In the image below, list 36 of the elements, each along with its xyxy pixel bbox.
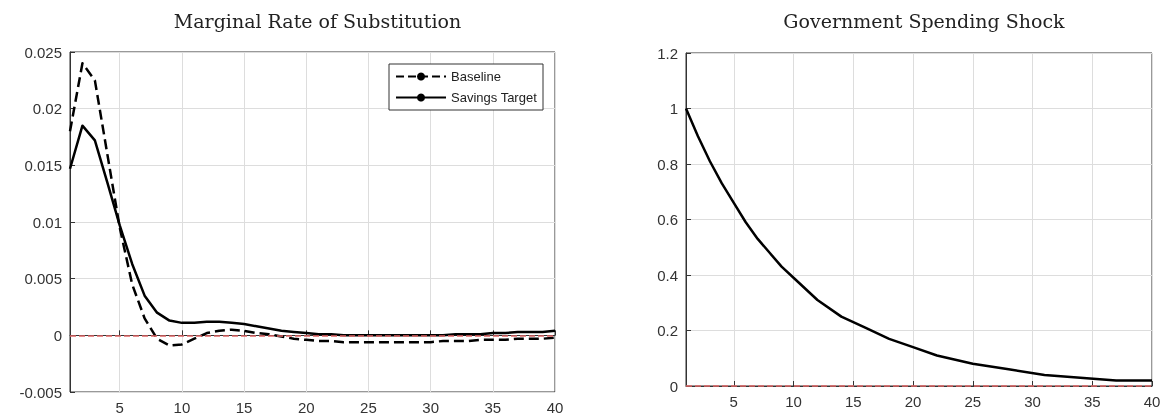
x-tick-label: 35 <box>1083 393 1101 410</box>
line-series <box>68 62 557 347</box>
y-tick-label: 0.8 <box>657 155 678 173</box>
y-tick-label: 0.02 <box>32 100 62 118</box>
x-tick-label: 5 <box>729 393 738 410</box>
x-tick-label: 10 <box>785 393 802 410</box>
x-tick-label: 10 <box>173 399 191 416</box>
x-tick-label: 30 <box>1024 393 1041 410</box>
y-tick-label: 0.01 <box>32 213 62 231</box>
x-tick-label: 15 <box>235 399 253 416</box>
y-tick-label: 0.2 <box>657 322 678 339</box>
legend-label: Baseline <box>451 69 501 84</box>
y-tick-label: 0.005 <box>24 270 62 288</box>
x-tick-label: 40 <box>1143 393 1161 410</box>
y-tick-label: 0.015 <box>24 156 62 174</box>
y-tick-label: 1.2 <box>657 44 678 62</box>
legend-label: Savings Target <box>451 90 538 105</box>
line-series <box>684 107 1154 382</box>
chart-title: Government Spending Shock <box>783 9 1066 32</box>
x-tick-label: 20 <box>297 399 315 416</box>
y-tick-label: 1 <box>669 100 678 117</box>
y-tick-label: 0.6 <box>657 211 678 228</box>
y-tick-label: -0.005 <box>19 383 62 401</box>
x-tick-label: 15 <box>844 393 862 410</box>
y-tick-label: 0.4 <box>657 266 678 284</box>
x-tick-label: 20 <box>904 393 922 410</box>
x-tick-label: 30 <box>422 399 439 416</box>
chart-title: Marginal Rate of Substitution <box>173 9 462 32</box>
x-tick-label: 5 <box>115 399 124 416</box>
y-tick-label: 0 <box>669 377 678 395</box>
y-tick-label: 0.025 <box>24 43 62 61</box>
x-tick-label: 25 <box>964 393 982 410</box>
y-tick-label: 0 <box>53 326 62 344</box>
x-tick-label: 25 <box>360 399 377 416</box>
x-tick-label: 40 <box>546 399 564 416</box>
x-tick-label: 35 <box>484 399 502 416</box>
